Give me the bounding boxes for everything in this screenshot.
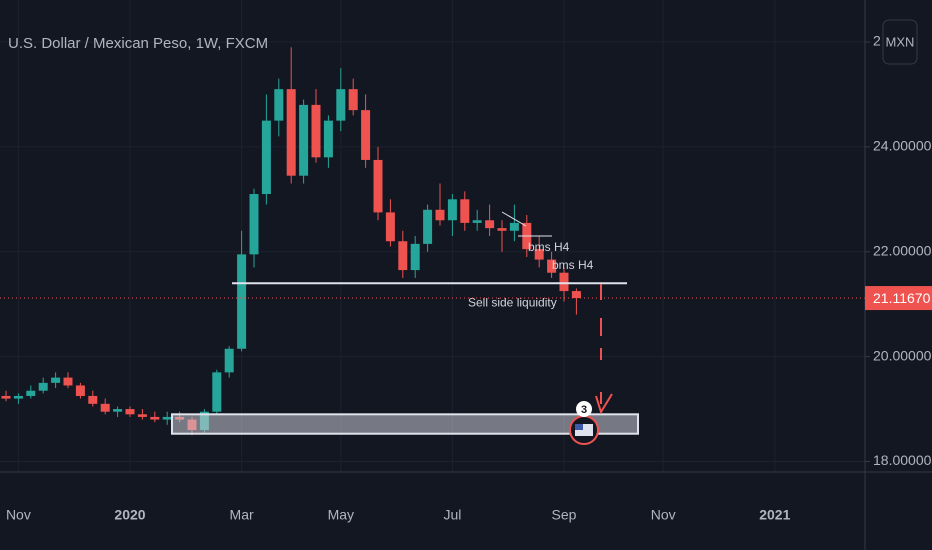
candle-body [137,414,147,417]
candle-body [373,159,383,213]
event-count-badge [576,401,592,417]
candle-body [534,249,544,260]
candle-body [224,348,234,373]
candle-body [423,209,433,244]
flag-canton [575,424,583,430]
y-tick-label: 2 [873,33,881,49]
candle-body [497,228,507,231]
x-tick-label: 2021 [759,507,790,523]
projection-arrow [595,284,613,415]
x-tick-label: Nov [6,507,31,523]
candle-body [261,120,271,195]
candle-body [162,416,172,420]
candle-body [286,89,296,176]
x-tick-label: 2020 [114,507,145,523]
x-tick-label: Jul [443,507,461,523]
candle-body [100,403,110,412]
bms-label: bms H4 [552,258,594,272]
candle-body [547,259,557,273]
candle-body [63,377,73,386]
candle-body [385,212,395,242]
x-tick-label: Sep [552,507,577,523]
x-tick-label: May [328,507,354,523]
candle-body [51,377,61,383]
candle-body [336,89,346,121]
candle-body [509,222,519,231]
bms-line [501,211,552,237]
chart-title: U.S. Dollar / Mexican Peso, 1W, FXCM [8,35,268,52]
candle-body [361,110,371,160]
candle-body [249,194,259,255]
bms-label: bms H4 [528,240,570,254]
candle-body [485,220,495,229]
candle-body [348,89,358,111]
candle-body [410,243,420,271]
candle-body [435,209,445,221]
candle-body [26,390,36,396]
y-tick-label: 22.00000 [873,242,932,258]
candle-body [398,241,408,271]
candle-body [472,220,482,223]
range-box [171,413,639,435]
currency-badge[interactable] [882,19,918,65]
candle-body [75,385,85,396]
candle-body [571,291,581,299]
currency-label: MXN [886,34,915,49]
candle-body [1,395,11,399]
liquidity-label: Sell side liquidity [468,295,557,309]
y-tick-label: 18.00000 [873,452,932,468]
candle-body [460,199,470,223]
x-tick-label: Nov [651,507,676,523]
last-price-box [865,286,932,311]
candle-body [125,409,135,415]
candle-body [88,395,98,404]
event-count: 3 [581,404,587,416]
y-tick-label: 24.00000 [873,138,932,154]
candle-body [38,382,48,391]
candle-body [447,199,457,221]
candle-body [323,120,333,158]
event-marker[interactable]: 3 [569,401,599,445]
candle-body [559,272,569,292]
candle-body [311,104,321,158]
x-tick-label: Mar [230,507,254,523]
candle-body [150,416,160,420]
candle-body [113,409,123,412]
candle-body [212,372,222,412]
y-tick-label: 20.00000 [873,347,932,363]
last-price-label: 21.11670 [873,290,931,306]
candle-body [274,89,284,121]
candle-body [299,104,309,176]
candle-body [13,395,23,399]
candle-body [237,254,247,349]
